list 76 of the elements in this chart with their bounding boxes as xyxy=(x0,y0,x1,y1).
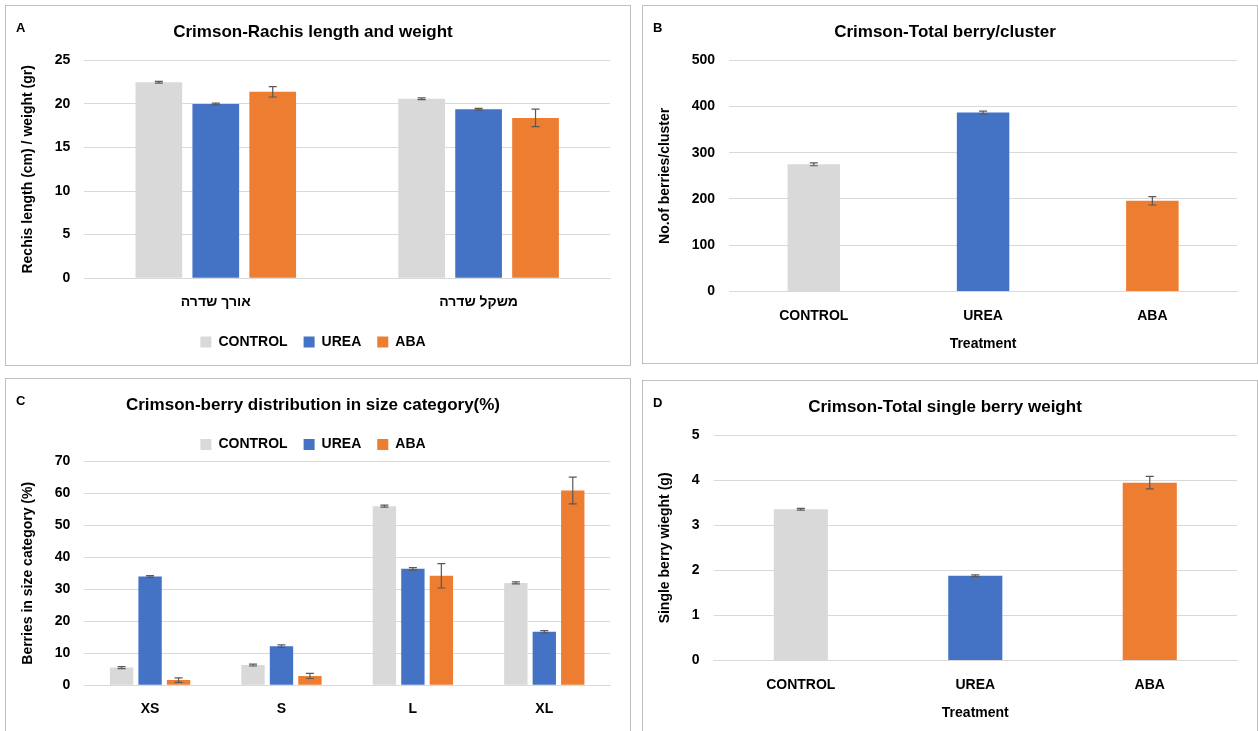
y-tick-label: 0 xyxy=(62,676,71,693)
y-tick-label: 30 xyxy=(54,580,71,597)
y-tick-label: 60 xyxy=(54,484,71,501)
x-tick-label: UREA xyxy=(955,675,996,692)
bar xyxy=(192,103,240,278)
y-tick-label: 5 xyxy=(691,426,700,443)
legend-label: CONTROL xyxy=(218,435,289,452)
bar xyxy=(512,117,559,278)
bar xyxy=(249,91,297,278)
y-tick-label: 50 xyxy=(54,516,71,533)
bar xyxy=(269,646,294,685)
text: C xyxy=(16,393,26,409)
legend-label: ABA xyxy=(395,332,426,349)
x-tick-label: ABA xyxy=(1134,675,1165,692)
y-tick-label: 20 xyxy=(54,94,71,111)
x-tick-label: ABA xyxy=(1137,306,1168,323)
y-tick-label: 10 xyxy=(54,644,71,661)
y-tick-label: 3 xyxy=(691,516,700,533)
bar xyxy=(166,680,191,685)
y-tick-label: 100 xyxy=(691,236,716,253)
bar xyxy=(561,490,585,685)
legend-label: UREA xyxy=(321,435,362,452)
y-tick-label: 4 xyxy=(691,471,700,488)
x-axis-title: Treatment xyxy=(941,704,1010,721)
x-tick-label: UREA xyxy=(963,306,1003,323)
y-tick-label: 0 xyxy=(707,282,716,299)
bar xyxy=(401,568,425,685)
y-tick-label: 0 xyxy=(62,269,71,286)
chart-title: Crimson-berry distribution in size category(%) xyxy=(125,394,501,414)
y-tick-label: 10 xyxy=(54,181,71,198)
bar xyxy=(1122,482,1177,660)
bar xyxy=(298,675,322,685)
x-tick-label: XL xyxy=(535,700,554,717)
y-tick-label: 1 xyxy=(691,606,700,623)
x-axis-title: Treatment xyxy=(949,335,1017,352)
x-tick-label: CONTROL xyxy=(779,306,849,323)
y-tick-label: 40 xyxy=(54,548,71,565)
bar xyxy=(241,665,265,685)
y-tick-label: 500 xyxy=(691,51,716,68)
x-tick-label: S xyxy=(276,700,287,717)
legend-label: ABA xyxy=(395,435,426,452)
y-tick-label: 70 xyxy=(54,452,71,469)
text: A xyxy=(16,20,26,36)
bar xyxy=(948,575,1003,660)
x-tick-label: אורך שדרה xyxy=(180,293,252,310)
y-tick-label: 400 xyxy=(691,97,716,114)
bar xyxy=(956,112,1010,291)
y-axis-title: Berries in size category (%) xyxy=(19,481,36,665)
bar xyxy=(1126,200,1179,291)
text: D xyxy=(653,395,663,411)
y-tick-label: 0 xyxy=(691,651,700,668)
legend-label: UREA xyxy=(321,332,362,349)
legend-label: CONTROL xyxy=(218,332,289,349)
chart-title: Crimson-Total single berry weight xyxy=(808,396,1083,416)
y-axis-title: Rechis length (cm) / weight (gr) xyxy=(19,65,36,274)
y-axis-title: No.of berries/cluster xyxy=(656,107,673,244)
x-tick-label: CONTROL xyxy=(766,675,836,692)
chart-title: Crimson-Rachis length and weight xyxy=(173,21,454,41)
bar xyxy=(138,576,162,685)
bar xyxy=(455,109,502,278)
x-tick-label: L xyxy=(408,700,418,717)
chart-title: Crimson-Total berry/cluster xyxy=(834,21,1057,41)
y-tick-label: 5 xyxy=(62,225,71,242)
bar xyxy=(109,667,134,685)
text: B xyxy=(653,20,663,36)
bar xyxy=(429,575,454,685)
y-tick-label: 20 xyxy=(54,612,71,629)
y-tick-label: 300 xyxy=(691,143,716,160)
y-tick-label: 25 xyxy=(54,51,71,68)
y-tick-label: 2 xyxy=(691,561,700,578)
y-tick-label: 200 xyxy=(691,189,716,206)
x-tick-label: XS xyxy=(140,700,160,717)
y-axis-title: Single berry wieght (g) xyxy=(656,472,673,624)
y-tick-label: 15 xyxy=(54,138,71,155)
bar xyxy=(532,631,556,685)
x-tick-label: משקל שדרה xyxy=(439,293,519,310)
